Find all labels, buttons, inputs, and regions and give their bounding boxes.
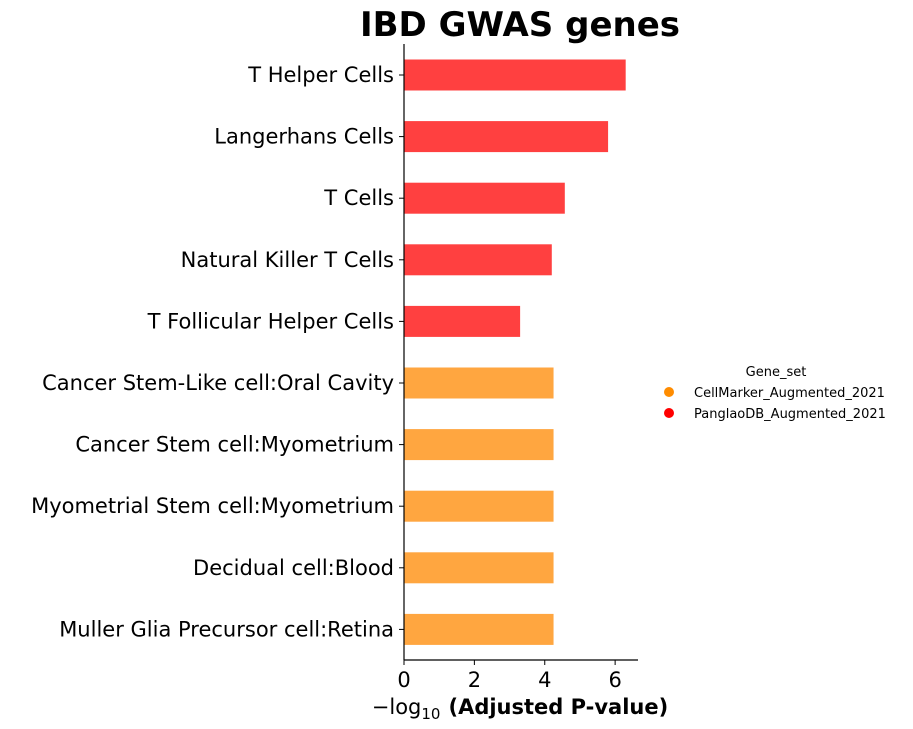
x-tick-label: 4 xyxy=(538,668,551,692)
category-label: T Follicular Helper Cells xyxy=(147,309,394,333)
category-label: Myometrial Stem cell:Myometrium xyxy=(31,494,394,518)
chart-title: IBD GWAS genes xyxy=(360,5,680,45)
legend-label: CellMarker_Augmented_2021 xyxy=(694,386,885,401)
bar xyxy=(404,305,521,337)
x-tick-label: 0 xyxy=(397,668,410,692)
x-axis-label-main: (Adjusted P-value) xyxy=(448,695,668,719)
x-axis-label-subscript: 10 xyxy=(421,705,440,723)
legend: Gene_set CellMarker_Augmented_2021 Pangla… xyxy=(664,365,886,422)
bar xyxy=(404,552,554,584)
bar xyxy=(404,490,554,522)
category-label: Langerhans Cells xyxy=(214,125,394,149)
category-label: T Helper Cells xyxy=(247,63,394,87)
legend-title: Gene_set xyxy=(746,365,807,380)
x-tick-label: 2 xyxy=(468,668,481,692)
bar xyxy=(404,367,554,399)
legend-entries: CellMarker_Augmented_2021 PanglaoDB_Augme… xyxy=(664,386,886,422)
category-label: Muller Glia Precursor cell:Retina xyxy=(59,617,394,641)
x-axis-label-prefix: −log xyxy=(372,695,422,719)
x-ticks-group: 0 2 4 6 xyxy=(397,660,622,692)
bar xyxy=(404,429,554,461)
category-label: Cancer Stem-Like cell:Oral Cavity xyxy=(42,371,394,395)
legend-label: PanglaoDB_Augmented_2021 xyxy=(694,407,886,422)
legend-marker xyxy=(664,387,674,397)
x-axis-label: −log10 (Adjusted P-value) xyxy=(372,695,668,723)
bar xyxy=(404,59,626,91)
category-labels-group: T Helper Cells Langerhans Cells T Cells Nat… xyxy=(31,63,404,641)
category-label: Decidual cell:Blood xyxy=(193,556,394,580)
legend-marker xyxy=(664,408,674,418)
category-label: T Cells xyxy=(323,186,394,210)
category-label: Cancer Stem cell:Myometrium xyxy=(75,433,394,457)
category-label: Natural Killer T Cells xyxy=(181,248,394,272)
x-tick-label: 6 xyxy=(608,668,621,692)
bar xyxy=(404,244,552,276)
bar xyxy=(404,182,565,214)
bar xyxy=(404,613,554,645)
bars-group xyxy=(404,59,626,645)
bar xyxy=(404,121,609,153)
